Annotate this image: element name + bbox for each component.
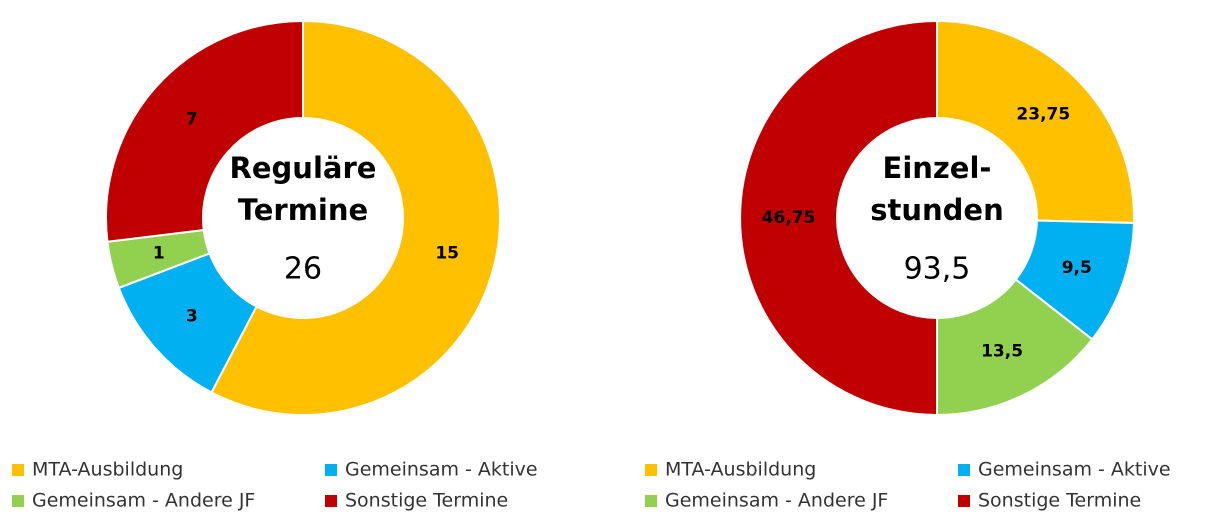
legend-swatch	[12, 464, 24, 476]
center-value: 26	[284, 252, 322, 287]
data-label: 3	[186, 306, 198, 326]
center-value: 93,5	[904, 252, 971, 287]
legend-swatch	[325, 464, 337, 476]
center-title: Termine	[238, 193, 368, 227]
data-label: 9,5	[1062, 258, 1092, 278]
data-label: 1	[153, 244, 165, 264]
legend-label: Gemeinsam - Andere JF	[665, 490, 888, 512]
center-title: Reguläre	[230, 151, 377, 185]
legend-label: Sonstige Termine	[978, 490, 1141, 512]
legend-label: Gemeinsam - Aktive	[978, 459, 1171, 481]
wedge	[936, 278, 1094, 417]
center-title: Einzel-	[883, 151, 992, 185]
wedge	[210, 19, 501, 416]
legend-label: Sonstige Termine	[345, 490, 508, 512]
data-label: 15	[435, 244, 459, 264]
wedge	[739, 19, 938, 417]
center-title: stunden	[870, 193, 1004, 227]
legend-swatch	[645, 464, 657, 476]
data-label: 13,5	[981, 341, 1023, 361]
legend-swatch	[12, 495, 24, 507]
data-label: 7	[186, 110, 198, 130]
wedge	[936, 19, 1135, 224]
data-label: 23,75	[1016, 104, 1070, 124]
legend-label: MTA-Ausbildung	[665, 459, 816, 481]
wedge	[105, 19, 304, 243]
legend-label: Gemeinsam - Andere JF	[32, 490, 255, 512]
data-label: 46,75	[762, 208, 816, 228]
legend-swatch	[958, 495, 970, 507]
legend-label: Gemeinsam - Aktive	[345, 459, 538, 481]
legend-label: MTA-Ausbildung	[32, 459, 183, 481]
legend-swatch	[958, 464, 970, 476]
legend-swatch	[325, 495, 337, 507]
legend-swatch	[645, 495, 657, 507]
